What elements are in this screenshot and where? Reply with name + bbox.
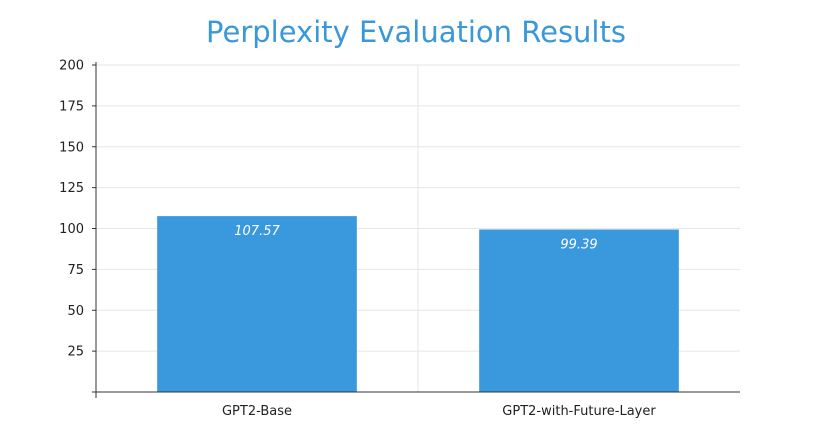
chart-title: Perplexity Evaluation Results bbox=[206, 15, 626, 49]
bars bbox=[157, 216, 679, 392]
bar-value-label: 107.57 bbox=[234, 224, 280, 239]
bar bbox=[479, 229, 679, 392]
y-tick-label: 75 bbox=[67, 263, 84, 278]
y-tick-label: 100 bbox=[59, 222, 84, 237]
y-tick-label: 25 bbox=[67, 345, 84, 360]
y-tick-label: 175 bbox=[59, 99, 84, 114]
bar bbox=[157, 216, 357, 392]
y-tick-label: 50 bbox=[67, 304, 84, 319]
y-tick-label: 200 bbox=[59, 59, 84, 74]
x-tick-label: GPT2-Base bbox=[222, 404, 292, 419]
y-tick-label: 125 bbox=[59, 181, 84, 196]
y-tick-label: 150 bbox=[59, 140, 84, 155]
x-tick-label: GPT2-with-Future-Layer bbox=[502, 404, 656, 419]
bar-value-label: 99.39 bbox=[560, 237, 597, 252]
labels: 25 50 75 100 125 150 175 200 107.57 GPT2-Base 99.3… bbox=[59, 59, 656, 420]
axes bbox=[92, 62, 740, 398]
